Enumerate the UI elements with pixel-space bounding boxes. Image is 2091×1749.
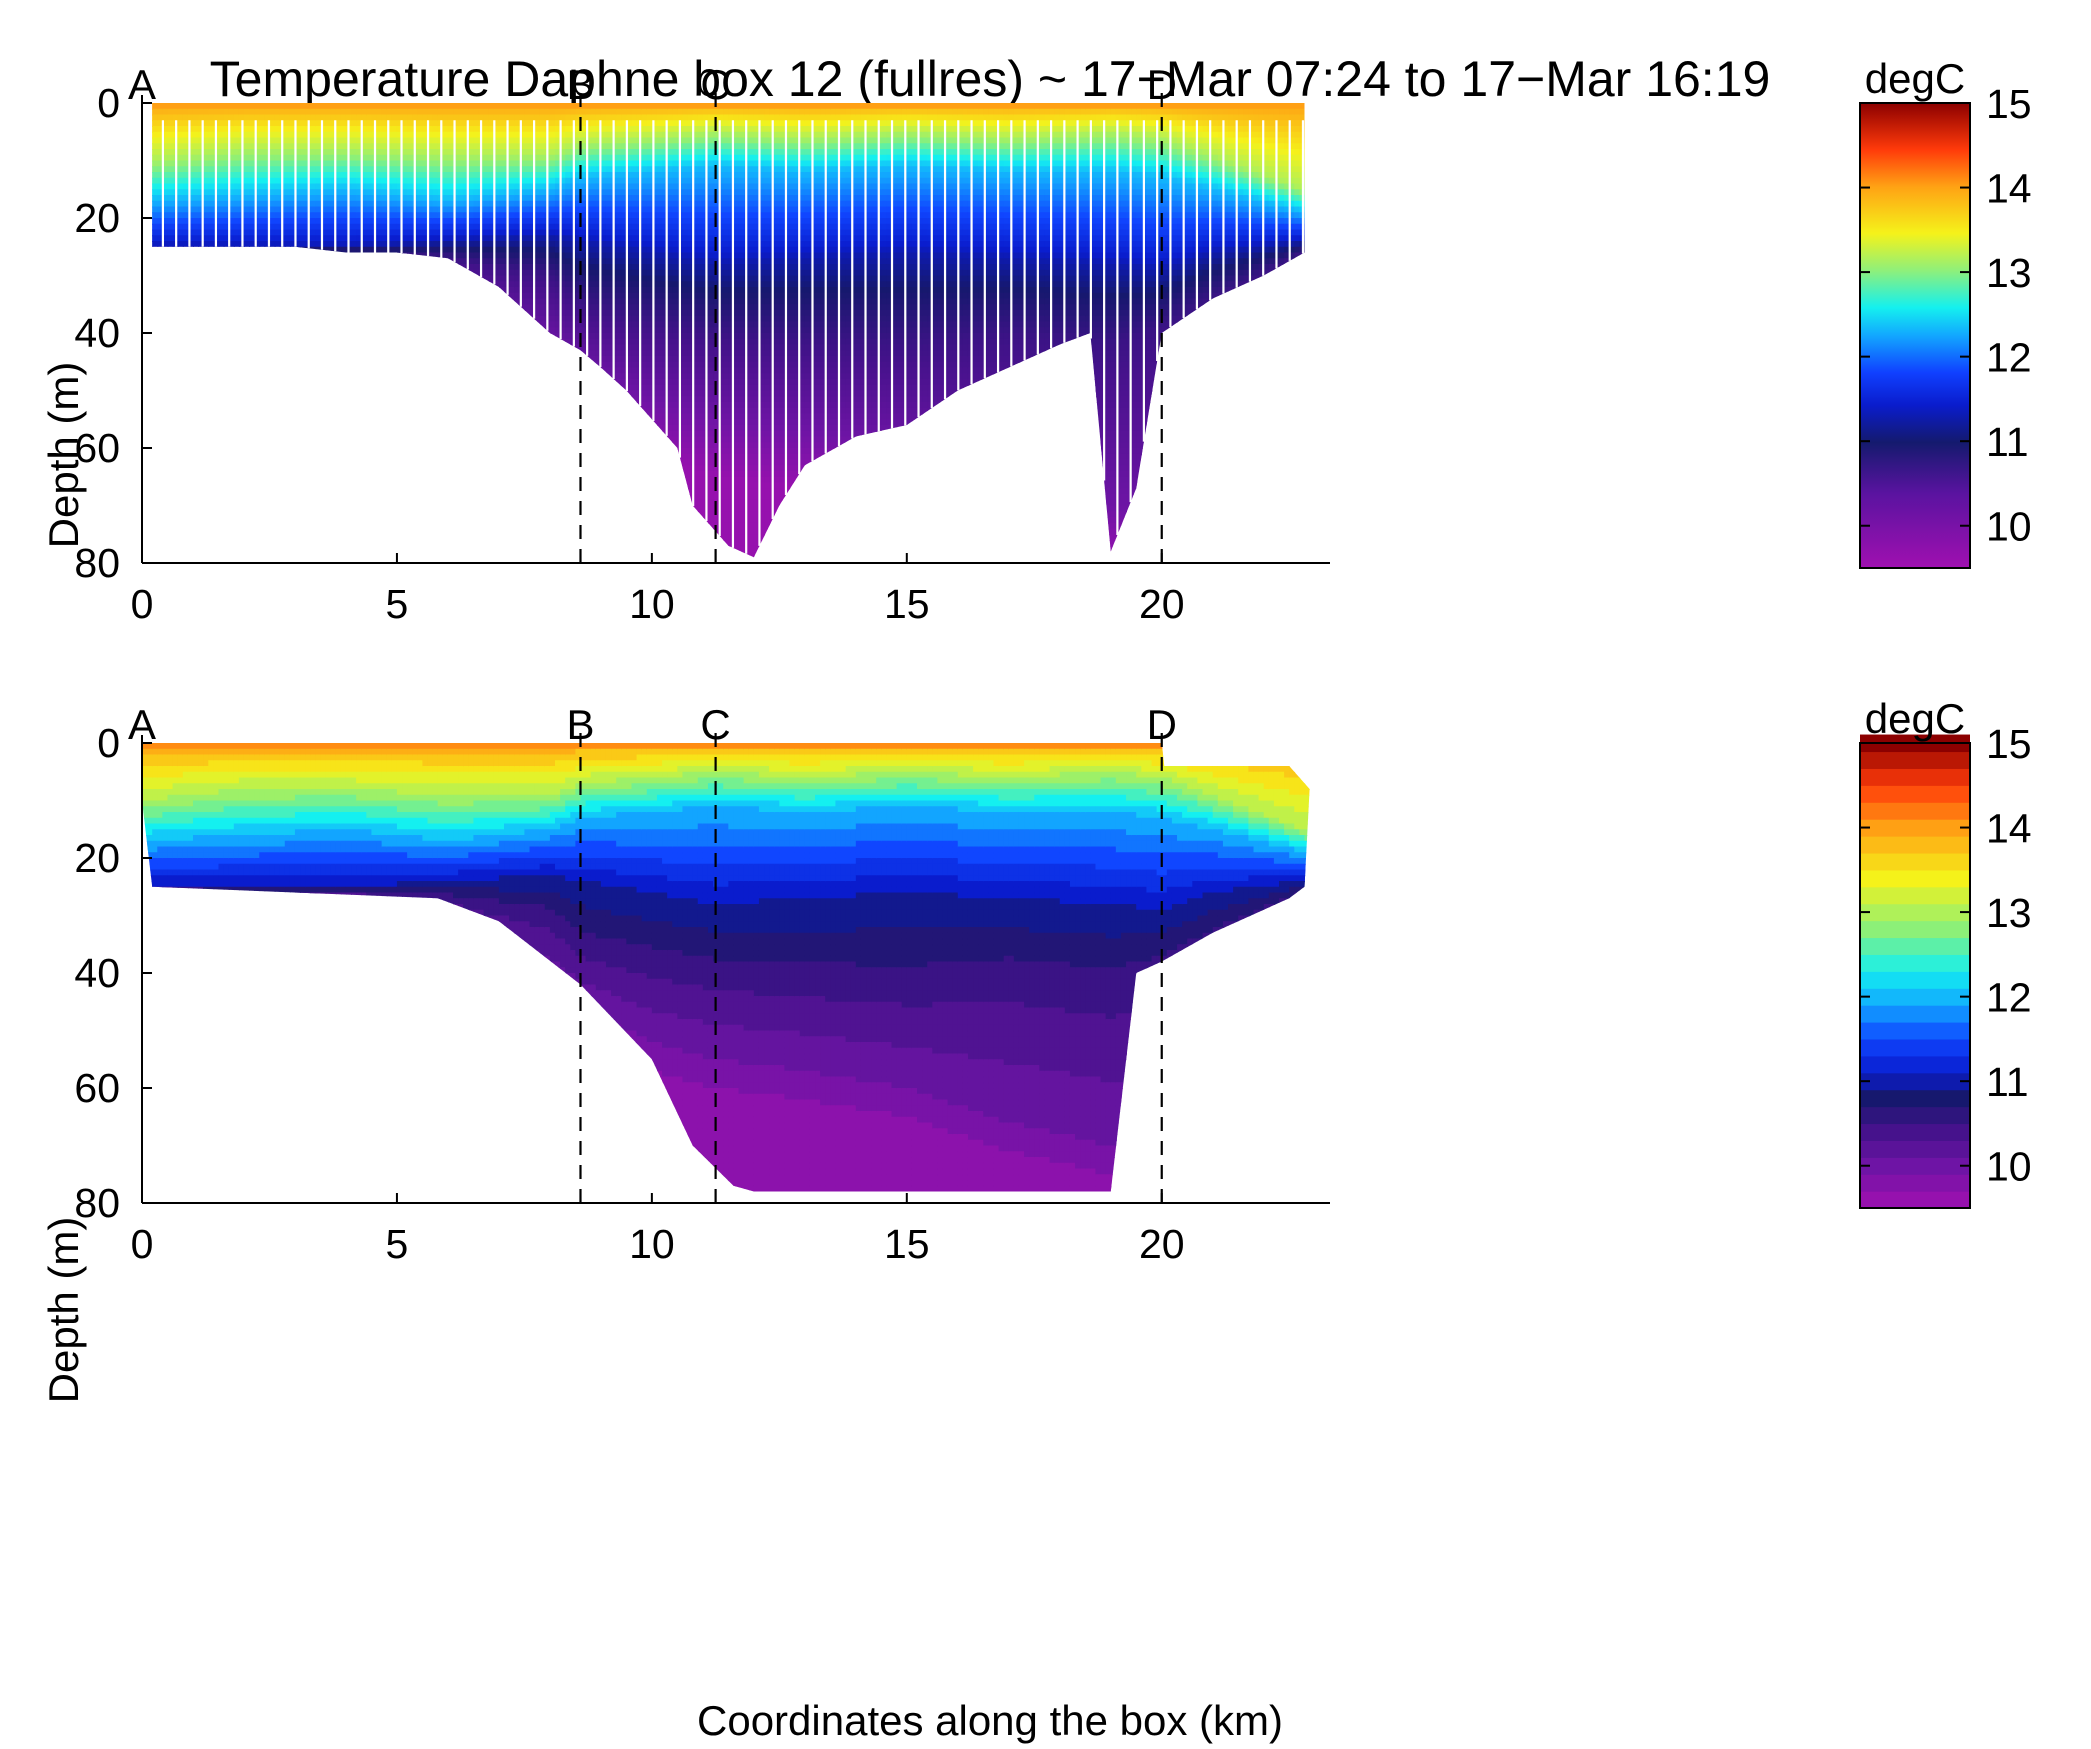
colorbar-level [1860,802,1970,820]
section-marker-a: A [128,701,156,748]
colorbar-tick-label: 11 [1986,1059,2029,1105]
y-axis-label-top: Depth (m) [40,362,87,549]
colorbar-level [1860,1038,1970,1057]
colorbar-level [1860,785,1970,803]
y-tick-label: 60 [74,425,120,471]
colorbar-level [1860,751,1970,769]
y-tick-label: 0 [97,720,120,766]
x-axis-label: Coordinates along the box (km) [697,1697,1283,1744]
colorbar-level [1860,852,1970,871]
colorbar-level [1860,1157,1970,1175]
colorbar-level [1860,1072,1970,1091]
x-tick-label: 15 [884,581,930,627]
colorbar-tick-label: 14 [1986,806,2032,852]
temperature-contours [142,743,1310,1192]
colorbar-tick-label: 10 [1986,504,2032,550]
colorbar-level [1860,971,1970,989]
section-marker-c: C [700,701,730,748]
chart-title: Temperature Daphne box 12 (fullres) ~ 17… [210,51,1771,107]
colorbar-tick-label: 11 [1986,419,2029,465]
colorbar-gradient [1860,103,1970,568]
colorbar-level [1860,768,1970,786]
x-tick-label: 10 [629,581,675,627]
temperature-field [152,103,1305,558]
colorbar-level [1860,988,1970,1006]
y-tick-label: 80 [74,1180,120,1226]
colorbar-bottom: 10 11 12 13 14 15 degC [1859,695,2032,1209]
colorbar-level [1860,836,1970,854]
colorbar-level [1860,1140,1970,1158]
section-marker-c: C [700,61,730,108]
x-tick-label: 5 [386,1221,409,1267]
y-tick-label: 20 [74,835,120,881]
colorbar-level [1860,1005,1970,1023]
colorbar-level [1860,1055,1970,1074]
colorbar-tick-label: 12 [1986,335,2032,381]
x-tick-label: 5 [386,581,409,627]
y-tick-label: 0 [97,80,120,126]
y-tick-label: 40 [74,950,120,996]
colorbar-tick-label: 15 [1986,721,2032,767]
x-tick-label: 15 [884,1221,930,1267]
axes-top: 0 5 10 15 20 0 20 40 60 80 A B C D [74,61,1330,627]
colorbar-level [1860,920,1970,939]
colorbar-level [1860,1174,1970,1192]
colorbar-top: 10 11 12 13 14 15 degC [1859,55,2032,569]
x-tick-label: 0 [131,581,154,627]
profile-traces [148,120,1305,554]
x-tick-label: 20 [1139,581,1185,627]
section-marker-a: A [128,61,156,108]
section-marker-b: B [566,61,594,108]
profiles-panel: Temperature Daphne box 12 (fullres) ~ 17… [40,51,2032,627]
colorbar-level [1860,1106,1970,1125]
colorbar-level [1860,819,1970,837]
colorbar-tick-label: 10 [1986,1144,2032,1190]
colorbar-tick-label: 13 [1986,890,2032,936]
colorbar-level [1860,1123,1970,1141]
axes-bottom: 0 5 10 15 20 0 20 40 60 80 A B C D [74,701,1330,1267]
colorbar-level [1860,937,1970,955]
x-tick-label: 0 [131,1221,154,1267]
colorbar-tick-label: 14 [1986,166,2032,212]
colorbar-level [1860,869,1970,888]
colorbar-level [1860,954,1970,972]
colorbar-level [1860,1089,1970,1108]
colorbar-frame [1859,742,1971,1209]
x-tick-label: 20 [1139,1221,1185,1267]
section-marker-d: D [1147,701,1177,748]
y-axis-label-bottom: Depth (m) [40,1217,87,1404]
colorbar-tick-label: 15 [1986,81,2032,127]
colorbar-label: degC [1865,55,1965,102]
y-tick-label: 60 [74,1065,120,1111]
colorbar-frame [1859,102,1971,569]
colorbar-level [1860,903,1970,922]
y-tick-label: 20 [74,195,120,241]
section-marker-b: B [566,701,594,748]
x-tick-label: 10 [629,1221,675,1267]
colorbar-level [1860,1191,1970,1209]
gridded-panel: 0 5 10 15 20 0 20 40 60 80 A B C D Depth (m) Coordina… [40,695,2032,1744]
colorbar-tick-label: 12 [1986,975,2032,1021]
section-marker-d: D [1147,61,1177,108]
colorbar-level [1860,886,1970,905]
colorbar-level [1860,1022,1970,1040]
y-tick-label: 80 [74,540,120,586]
y-tick-label: 40 [74,310,120,356]
colorbar-tick-label: 13 [1986,250,2032,296]
colorbar-label: degC [1865,695,1965,742]
